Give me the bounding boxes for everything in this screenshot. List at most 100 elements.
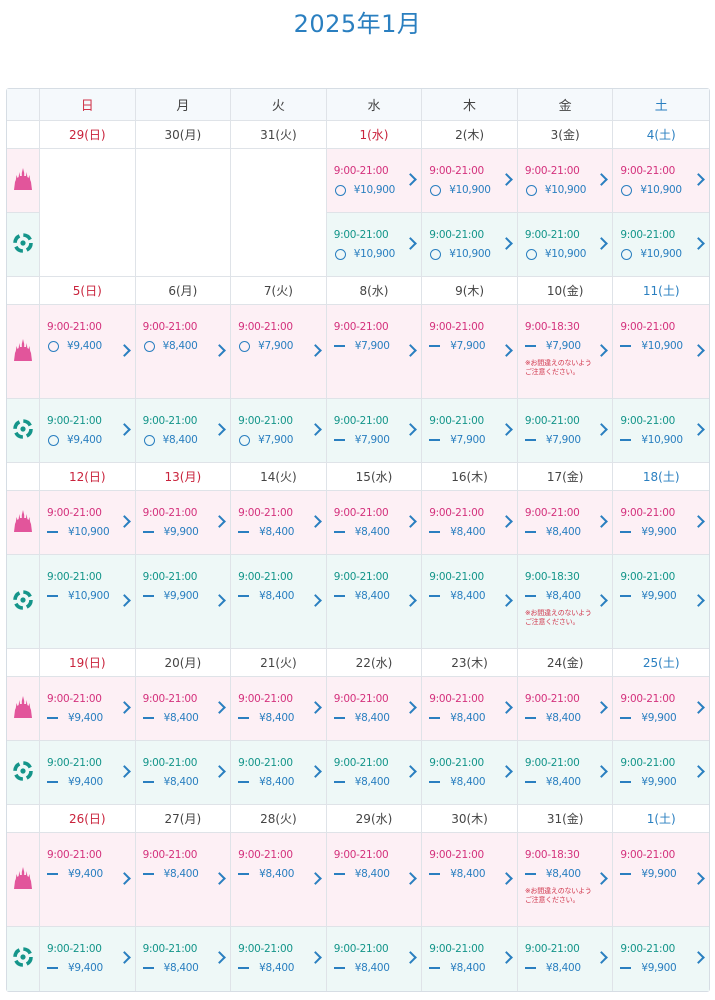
- sea-ticket-cell[interactable]: 9:00-21:00 ¥10,900: [326, 213, 423, 277]
- land-ticket-cell[interactable]: 9:00-21:00 ¥9,900: [613, 833, 709, 927]
- chevron-right-icon[interactable]: [692, 764, 705, 778]
- sea-ticket-cell[interactable]: 9:00-21:00 ¥9,900: [613, 555, 709, 649]
- sea-ticket-cell[interactable]: 9:00-21:00 ¥7,900: [326, 399, 423, 463]
- chevron-right-icon[interactable]: [213, 514, 227, 528]
- chevron-right-icon[interactable]: [692, 951, 705, 964]
- land-ticket-cell[interactable]: 9:00-21:00 ¥8,400: [422, 491, 518, 555]
- chevron-right-icon[interactable]: [404, 236, 418, 250]
- chevron-right-icon[interactable]: [117, 593, 131, 607]
- chevron-right-icon[interactable]: [595, 951, 609, 964]
- chevron-right-icon[interactable]: [213, 871, 227, 885]
- sea-ticket-cell[interactable]: 9:00-21:00 ¥9,900: [613, 741, 709, 805]
- chevron-right-icon[interactable]: [692, 593, 705, 607]
- sea-ticket-cell[interactable]: 9:00-21:00 ¥10,900: [613, 213, 709, 277]
- chevron-right-icon[interactable]: [308, 871, 322, 885]
- land-ticket-cell[interactable]: 9:00-21:00 ¥8,400: [517, 491, 614, 555]
- land-ticket-cell[interactable]: 9:00-21:00 ¥10,900: [422, 149, 518, 213]
- sea-ticket-cell[interactable]: 9:00-21:00 ¥8,400: [517, 741, 614, 805]
- chevron-right-icon[interactable]: [213, 593, 227, 607]
- chevron-right-icon[interactable]: [499, 593, 513, 607]
- sea-ticket-cell[interactable]: 9:00-21:00 ¥8,400: [326, 555, 423, 649]
- land-ticket-cell[interactable]: 9:00-21:00 ¥10,900: [613, 305, 709, 399]
- land-ticket-cell[interactable]: 9:00-21:00 ¥8,400: [326, 833, 423, 927]
- chevron-right-icon[interactable]: [308, 343, 322, 357]
- land-ticket-cell[interactable]: 9:00-21:00 ¥9,400: [40, 305, 136, 399]
- land-ticket-cell[interactable]: 9:00-21:00 ¥8,400: [135, 305, 232, 399]
- chevron-right-icon[interactable]: [499, 871, 513, 885]
- chevron-right-icon[interactable]: [692, 700, 705, 714]
- land-ticket-cell[interactable]: 9:00-21:00 ¥9,400: [40, 677, 136, 741]
- land-ticket-cell[interactable]: 9:00-21:00 ¥7,900: [422, 305, 518, 399]
- chevron-right-icon[interactable]: [117, 951, 131, 964]
- sea-ticket-cell[interactable]: 9:00-21:00 ¥8,400: [135, 399, 232, 463]
- sea-ticket-cell[interactable]: 9:00-21:00 ¥7,900: [517, 399, 614, 463]
- sea-ticket-cell[interactable]: 9:00-21:00 ¥9,900: [135, 555, 232, 649]
- sea-ticket-cell[interactable]: 9:00-21:00 ¥10,900: [40, 555, 136, 649]
- land-ticket-cell[interactable]: 9:00-21:00 ¥10,900: [517, 149, 614, 213]
- chevron-right-icon[interactable]: [595, 871, 609, 885]
- land-ticket-cell[interactable]: 9:00-21:00 ¥7,900: [326, 305, 423, 399]
- land-ticket-cell[interactable]: 9:00-21:00 ¥8,400: [231, 491, 327, 555]
- chevron-right-icon[interactable]: [404, 422, 418, 436]
- sea-ticket-cell[interactable]: 9:00-21:00 ¥10,900: [422, 213, 518, 277]
- chevron-right-icon[interactable]: [404, 514, 418, 528]
- chevron-right-icon[interactable]: [404, 700, 418, 714]
- chevron-right-icon[interactable]: [404, 593, 418, 607]
- chevron-right-icon[interactable]: [404, 343, 418, 357]
- chevron-right-icon[interactable]: [692, 871, 705, 885]
- chevron-right-icon[interactable]: [595, 764, 609, 778]
- land-ticket-cell[interactable]: 9:00-18:30 ¥7,900 ※お間違えのないよう ご注意ください。: [517, 305, 614, 399]
- sea-ticket-cell[interactable]: 9:00-21:00 ¥9,400: [40, 741, 136, 805]
- sea-ticket-cell[interactable]: 9:00-21:00 ¥8,400: [422, 741, 518, 805]
- chevron-right-icon[interactable]: [404, 764, 418, 778]
- land-ticket-cell[interactable]: 9:00-21:00 ¥10,900: [613, 149, 709, 213]
- land-ticket-cell[interactable]: 9:00-21:00 ¥8,400: [231, 677, 327, 741]
- land-ticket-cell[interactable]: 9:00-21:00 ¥8,400: [517, 677, 614, 741]
- chevron-right-icon[interactable]: [692, 343, 705, 357]
- sea-ticket-cell[interactable]: 9:00-21:00 ¥7,900: [422, 399, 518, 463]
- land-ticket-cell[interactable]: 9:00-21:00 ¥9,900: [613, 491, 709, 555]
- chevron-right-icon[interactable]: [499, 172, 513, 186]
- land-ticket-cell[interactable]: 9:00-21:00 ¥8,400: [135, 833, 232, 927]
- sea-ticket-cell[interactable]: 9:00-21:00 ¥10,900: [517, 213, 614, 277]
- chevron-right-icon[interactable]: [595, 422, 609, 436]
- land-ticket-cell[interactable]: 9:00-21:00 ¥8,400: [231, 833, 327, 927]
- chevron-right-icon[interactable]: [595, 236, 609, 250]
- chevron-right-icon[interactable]: [117, 871, 131, 885]
- chevron-right-icon[interactable]: [213, 422, 227, 436]
- chevron-right-icon[interactable]: [499, 700, 513, 714]
- sea-ticket-cell[interactable]: 9:00-21:00 ¥8,400: [517, 927, 614, 991]
- chevron-right-icon[interactable]: [308, 593, 322, 607]
- land-ticket-cell[interactable]: 9:00-21:00 ¥9,400: [40, 833, 136, 927]
- land-ticket-cell[interactable]: 9:00-21:00 ¥9,900: [613, 677, 709, 741]
- land-ticket-cell[interactable]: 9:00-21:00 ¥8,400: [422, 833, 518, 927]
- sea-ticket-cell[interactable]: 9:00-21:00 ¥8,400: [326, 927, 423, 991]
- land-ticket-cell[interactable]: 9:00-21:00 ¥7,900: [231, 305, 327, 399]
- sea-ticket-cell[interactable]: 9:00-21:00 ¥9,400: [40, 399, 136, 463]
- land-ticket-cell[interactable]: 9:00-21:00 ¥10,900: [40, 491, 136, 555]
- sea-ticket-cell[interactable]: 9:00-18:30 ¥8,400 ※お間違えのないよう ご注意ください。: [517, 555, 614, 649]
- chevron-right-icon[interactable]: [692, 422, 705, 436]
- chevron-right-icon[interactable]: [213, 764, 227, 778]
- land-ticket-cell[interactable]: 9:00-21:00 ¥8,400: [326, 677, 423, 741]
- chevron-right-icon[interactable]: [308, 514, 322, 528]
- chevron-right-icon[interactable]: [499, 343, 513, 357]
- chevron-right-icon[interactable]: [595, 514, 609, 528]
- chevron-right-icon[interactable]: [117, 422, 131, 436]
- chevron-right-icon[interactable]: [499, 764, 513, 778]
- chevron-right-icon[interactable]: [308, 764, 322, 778]
- chevron-right-icon[interactable]: [595, 172, 609, 186]
- chevron-right-icon[interactable]: [117, 700, 131, 714]
- land-ticket-cell[interactable]: 9:00-21:00 ¥9,900: [135, 491, 232, 555]
- sea-ticket-cell[interactable]: 9:00-21:00 ¥8,400: [422, 555, 518, 649]
- land-ticket-cell[interactable]: 9:00-18:30 ¥8,400 ※お間違えのないよう ご注意ください。: [517, 833, 614, 927]
- sea-ticket-cell[interactable]: 9:00-21:00 ¥8,400: [231, 927, 327, 991]
- sea-ticket-cell[interactable]: 9:00-21:00 ¥8,400: [231, 555, 327, 649]
- chevron-right-icon[interactable]: [213, 951, 227, 964]
- chevron-right-icon[interactable]: [499, 951, 513, 964]
- chevron-right-icon[interactable]: [213, 343, 227, 357]
- chevron-right-icon[interactable]: [308, 951, 322, 964]
- chevron-right-icon[interactable]: [499, 236, 513, 250]
- chevron-right-icon[interactable]: [692, 172, 705, 186]
- sea-ticket-cell[interactable]: 9:00-21:00 ¥8,400: [135, 741, 232, 805]
